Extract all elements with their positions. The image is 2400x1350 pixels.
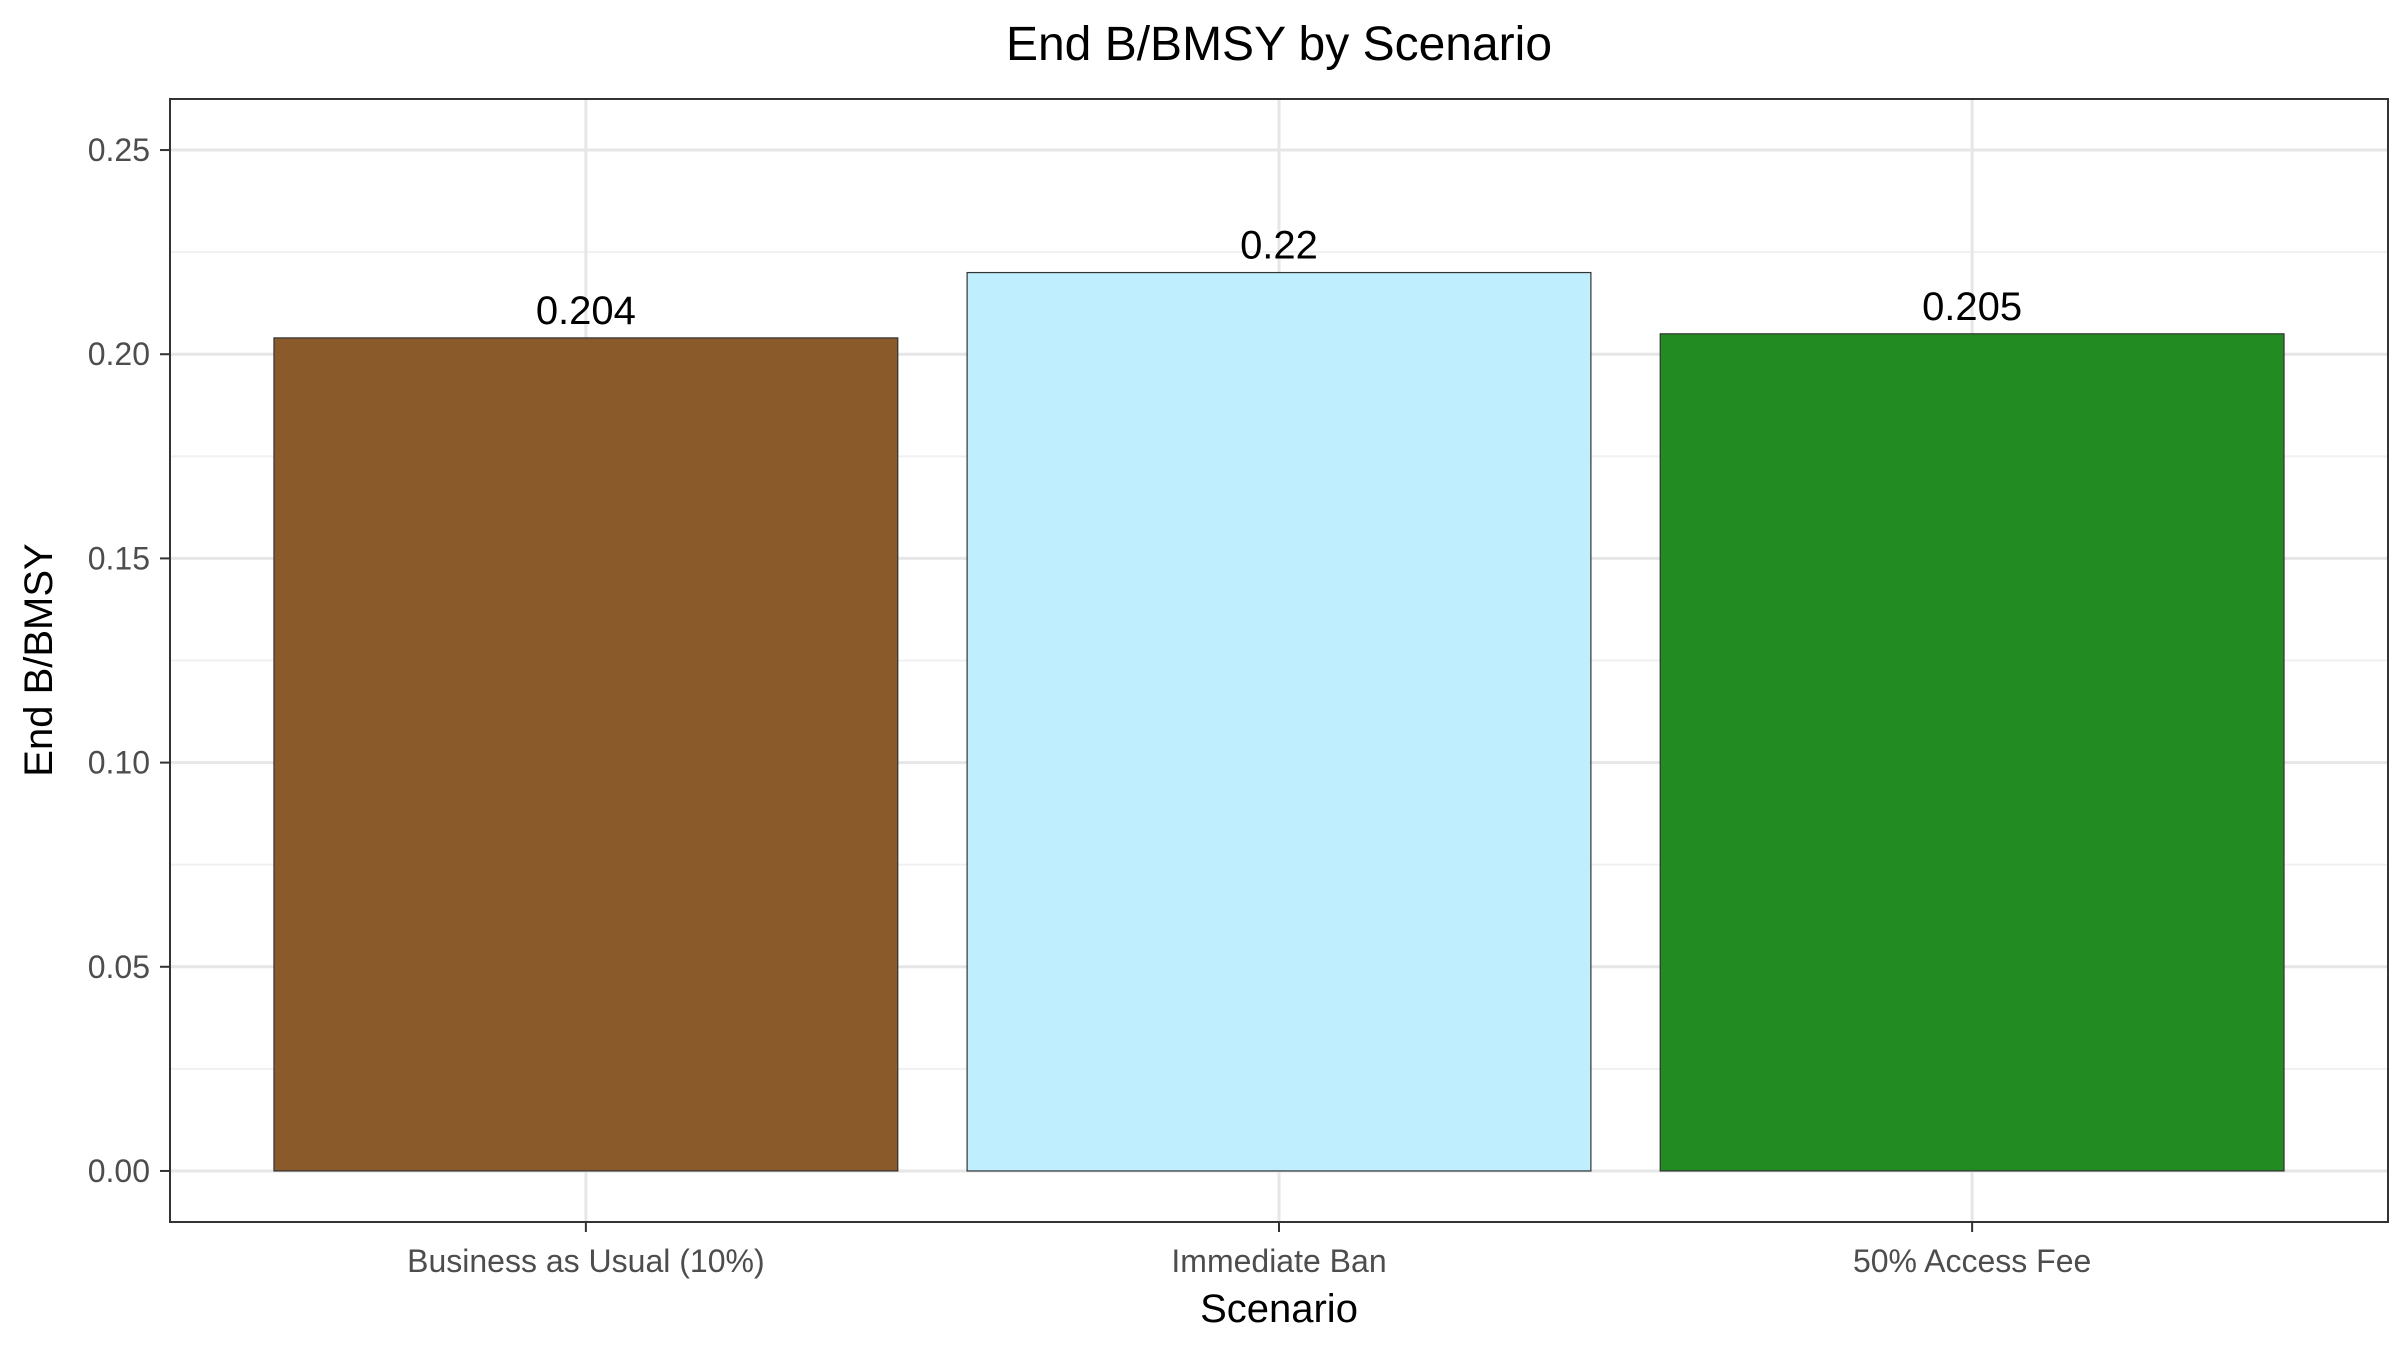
x-tick-label: Immediate Ban xyxy=(1171,1243,1386,1279)
x-tick-label: Business as Usual (10%) xyxy=(407,1243,764,1279)
chart-title: End B/BMSY by Scenario xyxy=(1006,18,1552,71)
data-labels: 0.204 0.22 0.205 xyxy=(536,224,2022,333)
y-tick-label: 0.05 xyxy=(88,949,150,985)
bar xyxy=(966,271,1592,1172)
y-tick-label: 0.20 xyxy=(88,336,150,372)
y-tick-label: 0.00 xyxy=(88,1153,150,1189)
y-tick-label: 0.10 xyxy=(88,745,150,781)
x-tick-label: 50% Access Fee xyxy=(1853,1243,2091,1279)
y-tick-label: 0.15 xyxy=(88,540,150,576)
bar xyxy=(1659,333,2285,1172)
x-axis: Business as Usual (10%) Immediate Ban 50% … xyxy=(407,1222,2091,1279)
bar xyxy=(273,337,899,1172)
bar-value-label: 0.205 xyxy=(1922,285,2022,329)
y-axis: 0.00 0.05 0.10 0.15 0.20 0.25 xyxy=(88,132,170,1189)
x-axis-title: Scenario xyxy=(1200,1287,1358,1331)
y-tick-label: 0.25 xyxy=(88,132,150,168)
bar-value-label: 0.204 xyxy=(536,289,636,333)
bar-value-label: 0.22 xyxy=(1240,224,1318,268)
y-axis-title: End B/BMSY xyxy=(17,543,61,776)
bars xyxy=(273,271,2285,1172)
